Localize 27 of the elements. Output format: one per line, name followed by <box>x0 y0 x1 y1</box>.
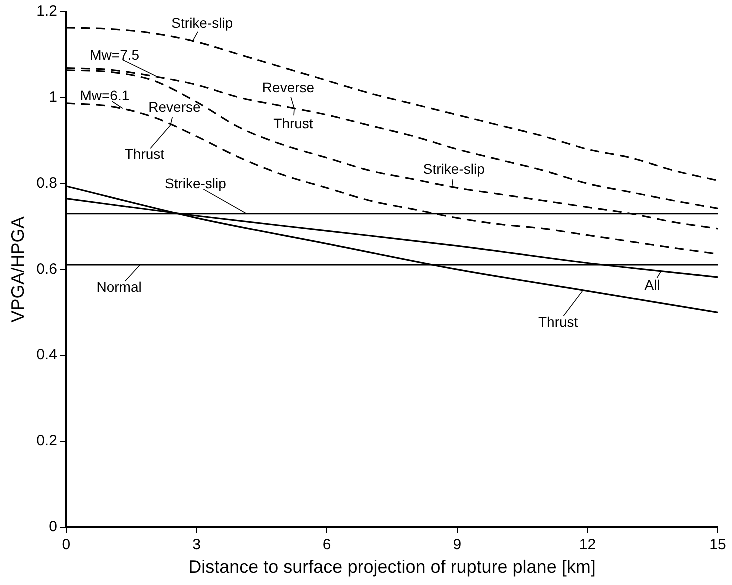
annotation: Reverse <box>262 79 315 96</box>
annotation: Strike-slip <box>423 160 486 177</box>
annotation: Strike-slip <box>164 176 227 192</box>
annotation: Thrust <box>274 115 314 132</box>
x-tick-label: 6 <box>322 536 332 554</box>
x-tick-label: 0 <box>62 536 71 554</box>
y-axis-title: VPGA/HPGA <box>8 216 28 323</box>
x-tick-label: 9 <box>453 536 462 554</box>
annotation: Reverse <box>148 99 201 116</box>
annotation: Mw=7.5 <box>90 47 140 63</box>
y-tick-label: 1.2 <box>36 3 58 20</box>
y-tick-label: 0.8 <box>36 174 58 192</box>
annotation: Thrust <box>124 146 165 162</box>
y-tick-label: 0.4 <box>36 346 58 364</box>
x-tick-label: 12 <box>579 536 596 554</box>
y-tick-label: 0.6 <box>36 260 58 278</box>
annotation: Thrust <box>538 314 578 330</box>
y-tick-label: 0.2 <box>36 432 58 450</box>
x-tick-label: 15 <box>710 536 726 554</box>
y-tick-label: 1 <box>49 89 58 106</box>
x-axis-title: Distance to surface projection of rupture plane [km] <box>188 557 596 578</box>
annotation: Strike-slip <box>172 14 234 31</box>
annotation: Mw=6.1 <box>80 87 130 104</box>
annotation: All <box>644 276 660 293</box>
annotation: Normal <box>96 278 142 295</box>
y-tick-label: 0 <box>49 518 58 536</box>
x-tick-label: 3 <box>192 536 201 554</box>
